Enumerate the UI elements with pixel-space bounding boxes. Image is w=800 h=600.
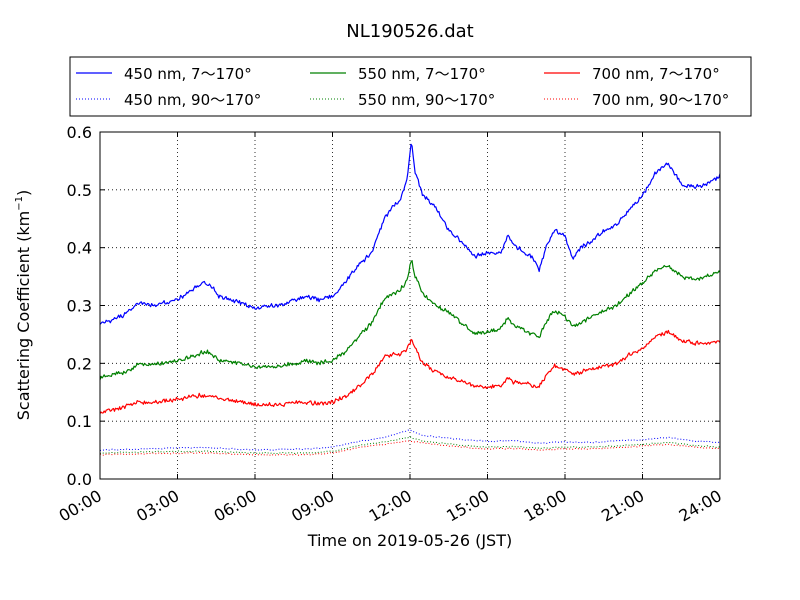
- legend-entry: 550 nm, 90～170°: [358, 91, 495, 109]
- legend-entry: 450 nm, 90～170°: [124, 91, 261, 109]
- legend-entry: 700 nm, 7～170°: [592, 65, 720, 83]
- legend: 450 nm, 7～170° 550 nm, 7～170° 700 nm, 7～17…: [69, 56, 752, 117]
- y-tick-label: 0.2: [67, 354, 92, 373]
- y-tick-label: 0.5: [67, 181, 92, 200]
- y-tick-label: 0.0: [67, 470, 92, 489]
- series-line: [99, 440, 721, 456]
- y-tick-label: 0.3: [67, 297, 92, 316]
- y-tick-label: 0.6: [67, 123, 92, 142]
- legend-box: [69, 56, 752, 117]
- y-axis-label-close: ): [14, 190, 33, 196]
- y-tick-label: 0.4: [67, 239, 92, 258]
- y-tick-label: 0.1: [67, 412, 92, 431]
- legend-entry: 700 nm, 90～170°: [592, 91, 729, 109]
- y-axis-label: Scattering Coefficient (km−1): [14, 190, 33, 421]
- chart-title: NL190526.dat: [346, 21, 473, 42]
- y-axis-label-superscript: −1: [14, 196, 25, 211]
- series-line: [99, 260, 721, 381]
- series-layer: [99, 143, 721, 456]
- legend-entry: 550 nm, 7～170°: [358, 65, 486, 83]
- x-axis-label: Time on 2019-05-26 (JST): [307, 531, 512, 550]
- series-line: [99, 429, 721, 451]
- y-axis-label-main: Scattering Coefficient (km: [14, 211, 33, 421]
- series-line: [99, 143, 721, 325]
- legend-entry: 450 nm, 7～170°: [124, 65, 252, 83]
- series-line: [99, 329, 721, 414]
